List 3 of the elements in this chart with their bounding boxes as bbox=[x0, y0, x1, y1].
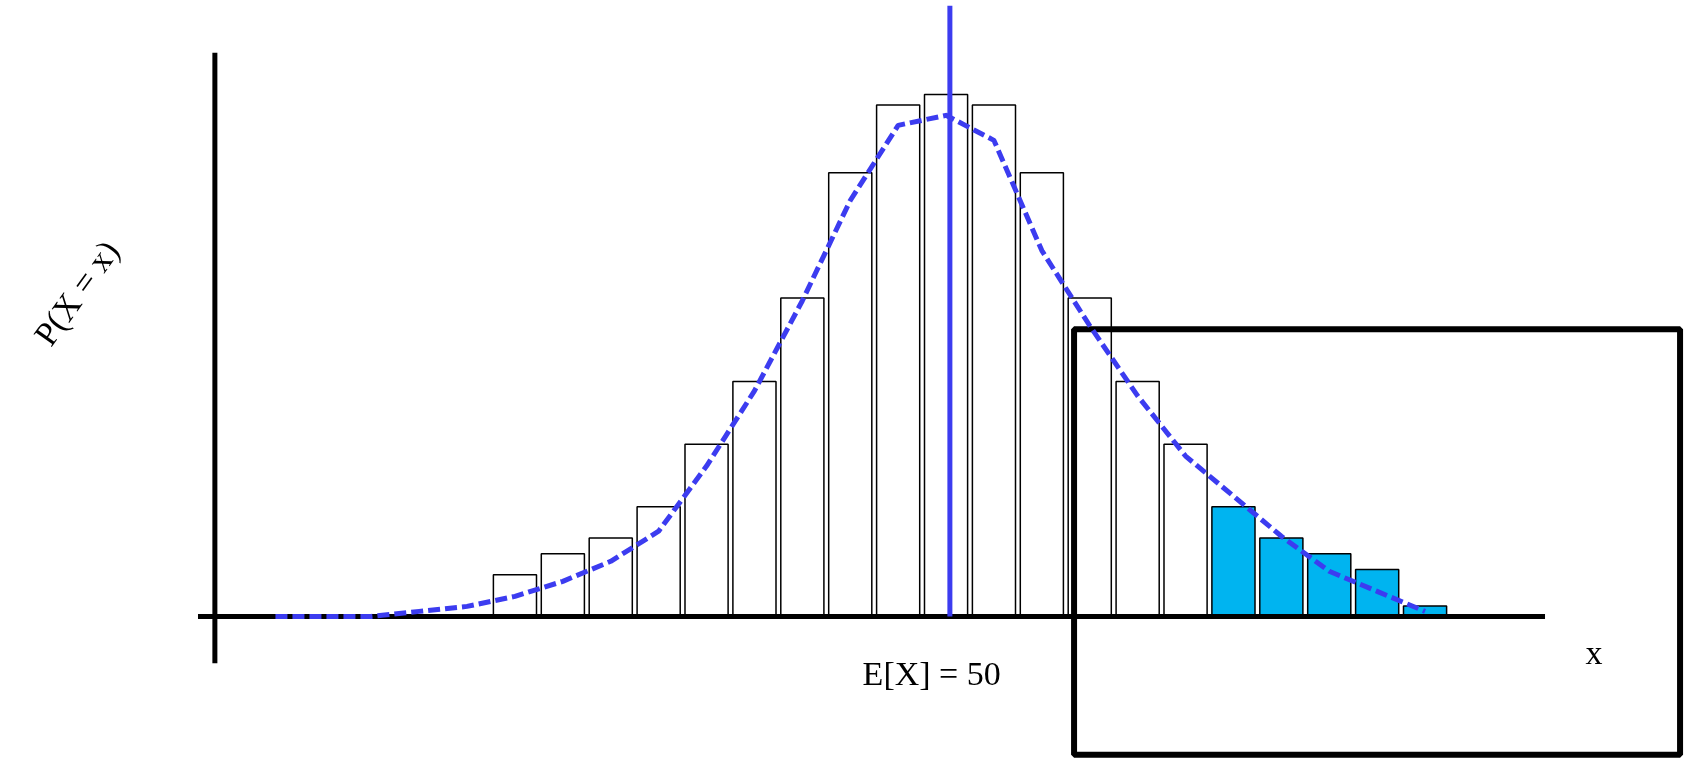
text: E[X] = 50 bbox=[862, 655, 1001, 693]
y-axis-title: P(X = x) bbox=[26, 233, 127, 353]
x-axis-title: x bbox=[1585, 634, 1603, 672]
